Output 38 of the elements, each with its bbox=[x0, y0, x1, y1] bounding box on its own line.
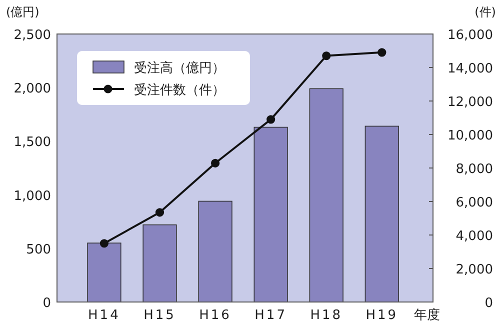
y2-tick-label: 14,000 bbox=[448, 62, 493, 76]
bar bbox=[309, 88, 344, 302]
y-tick-label: 500 bbox=[26, 242, 51, 258]
y2-tick-label: 2,000 bbox=[456, 262, 493, 278]
y2-tick-label: 16,000 bbox=[448, 28, 493, 43]
x-tick-label: H18 bbox=[310, 308, 343, 323]
y-tick-label: 2,500 bbox=[14, 28, 51, 43]
point bbox=[266, 115, 276, 124]
y2-tick-label: 8,000 bbox=[456, 162, 493, 177]
bar bbox=[254, 126, 288, 302]
y-axis-title: (億円) bbox=[6, 5, 40, 19]
x-tick-label: H16 bbox=[199, 308, 232, 323]
bar bbox=[142, 224, 177, 302]
point bbox=[155, 208, 164, 217]
legend-label: 受注件数（件） bbox=[134, 83, 225, 98]
y2-tick-label: 10,000 bbox=[448, 128, 493, 144]
bar bbox=[87, 242, 122, 302]
point bbox=[210, 158, 220, 168]
y-tick-label: 1,000 bbox=[14, 188, 51, 204]
x-tick-label: H19 bbox=[366, 308, 398, 323]
y2-tick-label: 4,000 bbox=[456, 229, 493, 244]
y-tick-label: 2,000 bbox=[14, 82, 51, 97]
point bbox=[378, 48, 386, 57]
x-tick-label: H17 bbox=[254, 308, 287, 323]
y-tick-label: 0 bbox=[42, 296, 51, 311]
y2-tick-label: 12,000 bbox=[448, 95, 493, 110]
bar bbox=[364, 126, 399, 302]
x-tick-label: H15 bbox=[144, 308, 176, 323]
point bbox=[322, 51, 331, 60]
y-tick-label: 1,500 bbox=[14, 135, 51, 150]
x-axis-title: 年度 bbox=[414, 307, 440, 323]
point bbox=[100, 239, 109, 248]
y2-axis-title: (件) bbox=[474, 5, 496, 19]
y2-tick-label: 0 bbox=[484, 296, 493, 311]
bar bbox=[198, 200, 232, 302]
y2-tick-label: 6,000 bbox=[456, 196, 493, 210]
legend-label: 受注高（億円） bbox=[134, 60, 225, 76]
x-tick-label: H14 bbox=[88, 308, 120, 323]
